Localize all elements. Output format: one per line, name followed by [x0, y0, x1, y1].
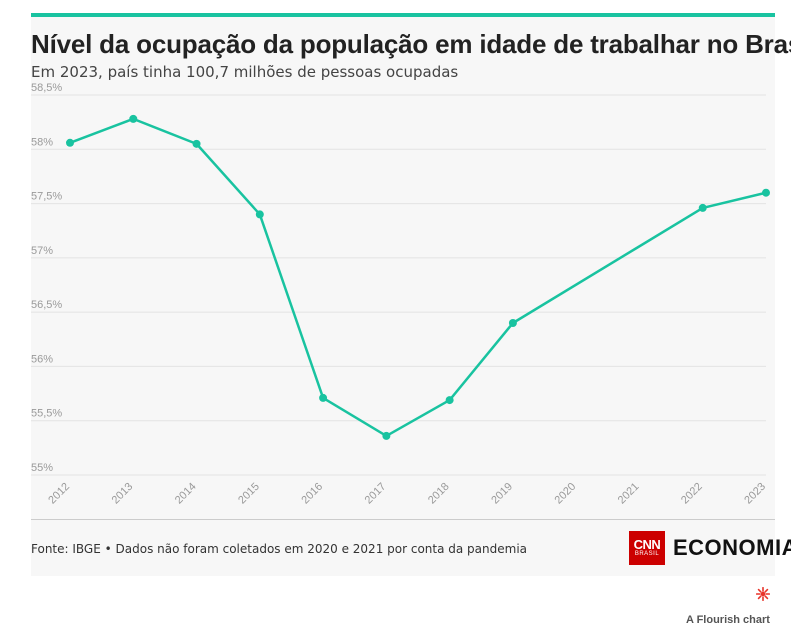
x-tick-label: 2017 [363, 481, 389, 507]
line-chart: 55%55,5%56%56,5%57%57,5%58%58,5% 2012 201… [31, 82, 770, 507]
economia-logo-text: ECONOMIA [673, 535, 791, 560]
cnn-logo-text: CNN [633, 537, 661, 552]
chart-card: Nível da ocupação da população em idade … [31, 13, 791, 576]
data-point[interactable] [129, 114, 138, 123]
footer-divider [31, 519, 775, 520]
chart-subtitle: Em 2023, país tinha 100,7 milhões de pes… [31, 63, 459, 81]
data-point[interactable] [698, 203, 707, 212]
y-tick-label: 55,5% [31, 408, 62, 420]
x-tick-label: 2014 [173, 481, 199, 507]
data-point[interactable] [319, 393, 328, 402]
y-tick-label: 58% [31, 136, 53, 148]
y-tick-label: 58,5% [31, 82, 62, 94]
x-tick-label: 2022 [679, 481, 705, 507]
flourish-credit-link[interactable]: A Flourish chart [686, 614, 770, 626]
y-tick-label: 56% [31, 353, 53, 365]
data-point[interactable] [192, 139, 201, 148]
cnn-logo-subtext: BRASIL [634, 551, 660, 557]
x-tick-label: 2021 [616, 481, 642, 507]
grid-layer [31, 94, 766, 476]
cnn-logo-icon: CNN BRASIL [629, 531, 665, 565]
data-point[interactable] [445, 396, 454, 405]
data-point[interactable] [382, 431, 391, 440]
x-axis-ticks: 2012 2013 2014 2015 2016 2017 2018 2019 2020 2021… [46, 481, 768, 507]
x-tick-label: 2015 [236, 481, 262, 507]
x-tick-label: 2019 [489, 481, 515, 507]
source-note: Fonte: IBGE • Dados não foram coletados … [31, 542, 528, 556]
accent-bar [31, 13, 775, 17]
flourish-icon[interactable] [756, 587, 770, 601]
series-line [68, 117, 768, 438]
data-point[interactable] [255, 210, 264, 219]
chart-title: Nível da ocupação da população em idade … [31, 29, 791, 59]
cnn-economia-logo[interactable]: CNN BRASIL ECONOMIA [629, 531, 791, 565]
y-tick-label: 55% [31, 462, 53, 474]
data-point[interactable] [762, 188, 770, 197]
data-point[interactable] [66, 138, 74, 147]
y-tick-label: 57% [31, 245, 53, 257]
x-tick-label: 2023 [742, 481, 768, 507]
y-tick-label: 57,5% [31, 191, 62, 203]
data-point[interactable] [508, 319, 517, 327]
x-tick-label: 2016 [299, 481, 325, 507]
x-tick-label: 2020 [553, 481, 579, 507]
y-tick-label: 56,5% [31, 299, 62, 311]
y-axis-ticks: 55% 55,5% 56% 56,5% 57% 57,5% 58% 58,5% [31, 82, 62, 474]
series-layer [68, 117, 768, 438]
x-tick-label: 2012 [46, 481, 72, 507]
x-tick-label: 2018 [426, 481, 452, 507]
points-layer [66, 114, 770, 440]
x-tick-label: 2013 [110, 481, 136, 507]
